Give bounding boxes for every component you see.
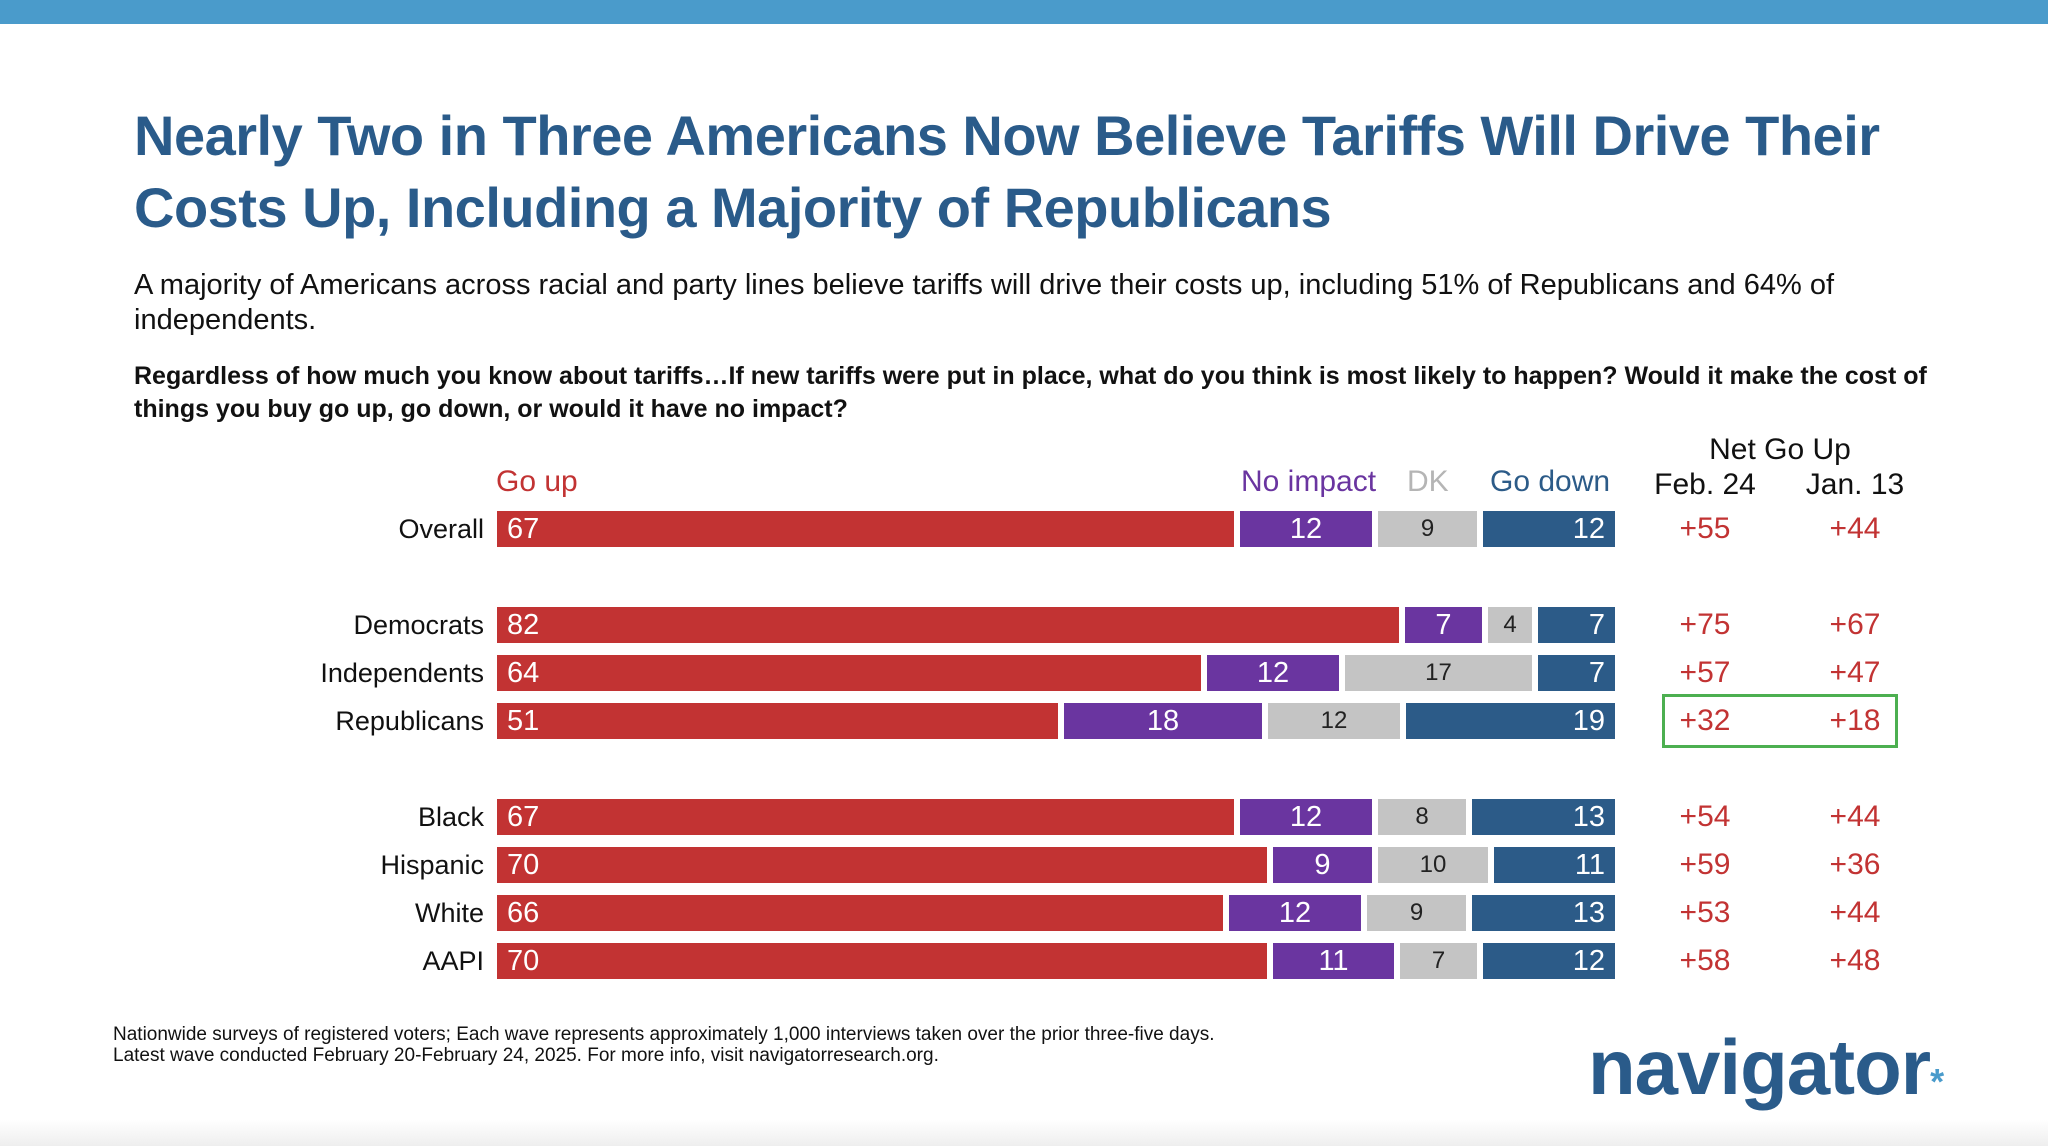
bar-go-down-republicans: 19 xyxy=(1406,703,1615,739)
net-value-feb-24-democrats: +75 xyxy=(1679,608,1731,641)
bar-go-down-black: 13 xyxy=(1472,799,1615,835)
bar-dk-independents: 17 xyxy=(1345,655,1532,691)
net-value-feb-24-black: +54 xyxy=(1679,800,1731,833)
logo-star-mark: * xyxy=(1930,1061,1944,1102)
net-value-jan-13-black: +44 xyxy=(1829,800,1881,833)
bar-dk-black: 8 xyxy=(1378,799,1466,835)
bar-no-impact-hispanic: 9 xyxy=(1273,847,1372,883)
legend-no-impact: No impact xyxy=(1241,465,1377,498)
bar-go-up-aapi: 70 xyxy=(497,943,1267,979)
bar-go-down-overall: 12 xyxy=(1483,511,1615,547)
bar-dk-aapi: 7 xyxy=(1400,943,1477,979)
bar-go-up-republicans: 51 xyxy=(497,703,1058,739)
bar-no-impact-democrats: 7 xyxy=(1405,607,1482,643)
bar-dk-white: 9 xyxy=(1367,895,1466,931)
footnote-line-1: Nationwide surveys of registered voters;… xyxy=(113,1024,1215,1045)
net-column-feb-24: Feb. 24 xyxy=(1654,468,1756,501)
bar-no-impact-aapi: 11 xyxy=(1273,943,1394,979)
net-value-jan-13-white: +44 xyxy=(1829,896,1881,929)
bar-dk-democrats: 4 xyxy=(1488,607,1532,643)
bar-go-up-overall: 67 xyxy=(497,511,1234,547)
net-value-feb-24-white: +53 xyxy=(1679,896,1731,929)
net-value-jan-13-independents: +47 xyxy=(1829,656,1881,689)
navigator-logo: navigator* xyxy=(1588,1022,1944,1127)
bar-dk-hispanic: 10 xyxy=(1378,847,1488,883)
bar-go-down-democrats: 7 xyxy=(1538,607,1615,643)
bar-go-down-aapi: 12 xyxy=(1483,943,1615,979)
footnote-line-2: Latest wave conducted February 20-Februa… xyxy=(113,1045,939,1066)
row-label-overall: Overall xyxy=(398,514,484,544)
bar-no-impact-white: 12 xyxy=(1229,895,1361,931)
net-value-feb-24-overall: +55 xyxy=(1679,512,1731,545)
net-value-feb-24-independents: +57 xyxy=(1679,656,1731,689)
bar-go-up-hispanic: 70 xyxy=(497,847,1267,883)
bar-go-up-black: 67 xyxy=(497,799,1234,835)
bar-go-up-democrats: 82 xyxy=(497,607,1399,643)
legend-go-up: Go up xyxy=(496,465,578,498)
top-accent-bar xyxy=(0,0,2048,24)
subtitle: A majority of Americans across racial an… xyxy=(134,269,1835,336)
row-label-black: Black xyxy=(417,802,484,832)
republicans-highlight-box xyxy=(1662,694,1898,748)
bar-no-impact-black: 12 xyxy=(1240,799,1372,835)
survey-question: Regardless of how much you know about ta… xyxy=(134,362,1927,423)
bar-go-up-independents: 64 xyxy=(497,655,1201,691)
net-go-up-header: Net Go Up xyxy=(1709,433,1851,466)
bar-go-down-hispanic: 11 xyxy=(1494,847,1615,883)
bar-go-down-white: 13 xyxy=(1472,895,1615,931)
logo-text: navigator xyxy=(1588,1023,1931,1111)
bar-dk-republicans: 12 xyxy=(1268,703,1400,739)
legend-go-down: Go down xyxy=(1490,465,1611,498)
row-label-aapi: AAPI xyxy=(422,946,484,976)
net-value-feb-24-republicans: +32 xyxy=(1679,704,1731,737)
net-value-jan-13-hispanic: +36 xyxy=(1829,848,1881,881)
page-title: Nearly Two in Three Americans Now Believ… xyxy=(134,104,1880,239)
bar-no-impact-overall: 12 xyxy=(1240,511,1372,547)
bottom-edge xyxy=(0,1120,2048,1146)
footnote: Nationwide surveys of registered voters;… xyxy=(113,1024,1513,1066)
net-value-feb-24-hispanic: +59 xyxy=(1679,848,1731,881)
bar-no-impact-independents: 12 xyxy=(1207,655,1339,691)
net-value-jan-13-republicans: +18 xyxy=(1829,704,1881,737)
row-label-white: White xyxy=(414,898,484,928)
bar-no-impact-republicans: 18 xyxy=(1064,703,1262,739)
net-value-jan-13-overall: +44 xyxy=(1829,512,1881,545)
bar-go-down-independents: 7 xyxy=(1538,655,1615,691)
row-label-hispanic: Hispanic xyxy=(380,850,484,880)
bar-go-up-white: 66 xyxy=(497,895,1223,931)
legend-dk: DK xyxy=(1407,465,1449,498)
row-label-republicans: Republicans xyxy=(335,706,484,736)
net-value-jan-13-democrats: +67 xyxy=(1829,608,1881,641)
net-column-jan-13: Jan. 13 xyxy=(1805,468,1905,501)
net-value-feb-24-aapi: +58 xyxy=(1679,944,1731,977)
row-label-democrats: Democrats xyxy=(353,610,484,640)
net-value-jan-13-aapi: +48 xyxy=(1829,944,1881,977)
row-label-independents: Independents xyxy=(320,658,484,688)
bar-dk-overall: 9 xyxy=(1378,511,1477,547)
